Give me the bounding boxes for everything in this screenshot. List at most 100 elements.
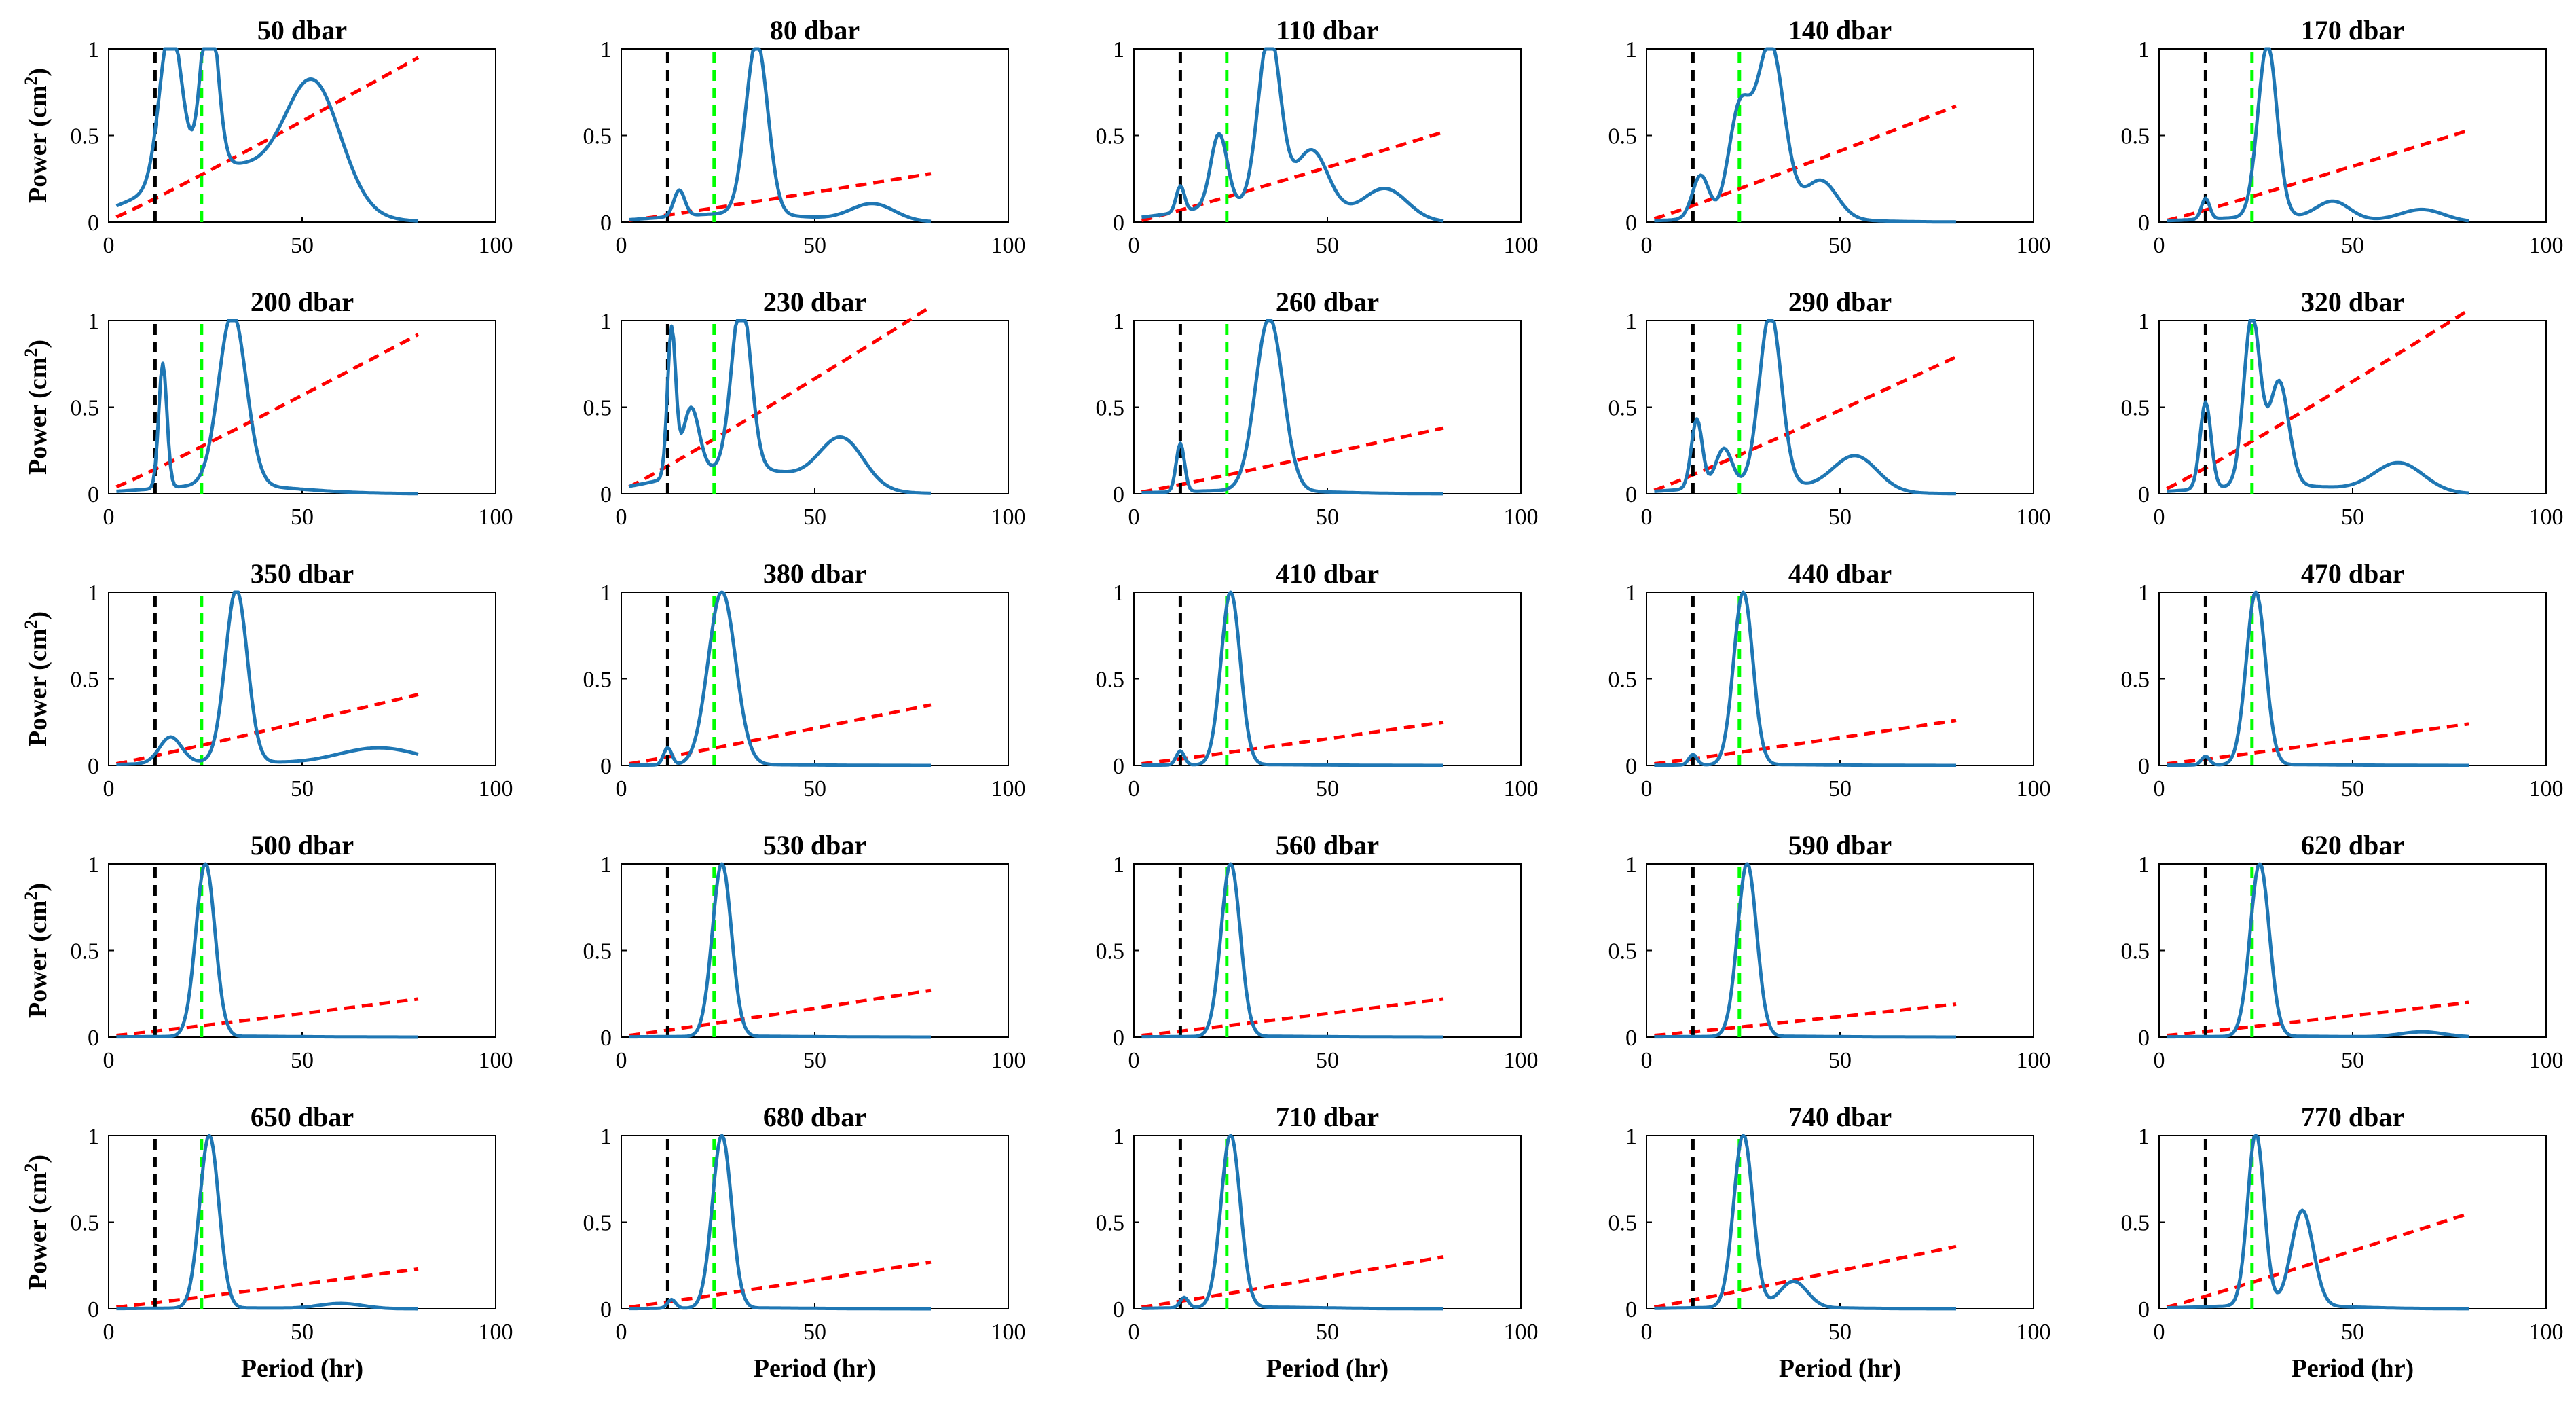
y-tick-label: 1 [1625, 1124, 1637, 1149]
significance-line [1654, 1002, 1957, 1037]
y-tick-label: 1 [1113, 1124, 1124, 1149]
x-tick-label: 50 [2341, 776, 2364, 801]
significance-line [2167, 1000, 2469, 1037]
y-tick-label: 0.5 [71, 668, 100, 693]
x-tick-label: 50 [1316, 776, 1339, 801]
x-tick-label: 50 [803, 233, 826, 258]
axes-box [1646, 1135, 2034, 1309]
y-tick-label: 1 [2138, 852, 2150, 877]
y-tick-label: 0 [2138, 482, 2150, 507]
x-tick-label: 0 [2154, 505, 2165, 530]
significance-line [1653, 355, 1957, 492]
significance-line [115, 333, 420, 489]
y-tick-label: 0.5 [1096, 396, 1125, 421]
panel-title: 200 dbar [251, 287, 354, 317]
x-tick-label: 0 [103, 776, 115, 801]
y-axis-label: Power (cm2) [21, 340, 52, 475]
y-tick-label: 0 [1113, 754, 1124, 779]
y-tick-label: 0.5 [2121, 1211, 2150, 1236]
y-tick-label: 1 [1625, 37, 1637, 62]
significance-line [115, 693, 419, 765]
panel-560-dbar: 0 50 100 0 0.5 1 560 dbar [1096, 830, 1539, 1073]
y-tick-label: 0.5 [1608, 124, 1638, 149]
y-tick-label: 0.5 [583, 668, 612, 693]
y-tick-label: 0.5 [583, 124, 612, 149]
power-spectrum-curve [2167, 319, 2469, 495]
x-tick-label: 100 [2017, 233, 2051, 258]
panel-710-dbar: 0 50 100 0 0.5 1 710 dbar Period (hr) [1096, 1102, 1539, 1383]
y-tick-label: 0 [2138, 1297, 2150, 1322]
x-tick-label: 50 [2341, 233, 2364, 258]
y-tick-label: 0 [88, 1026, 99, 1051]
power-spectrum-curve [1654, 862, 1956, 1039]
significance-line [116, 1267, 419, 1309]
x-tick-label: 0 [103, 505, 115, 530]
axes-box [1133, 48, 1522, 223]
significance-line [1141, 1255, 1444, 1309]
x-tick-label: 50 [1316, 1320, 1339, 1345]
x-tick-label: 50 [2341, 1320, 2364, 1345]
panel-title: 50 dbar [257, 15, 347, 46]
y-tick-label: 0.5 [1096, 939, 1125, 964]
y-tick-label: 1 [600, 581, 612, 606]
x-tick-label: 0 [103, 1048, 115, 1073]
x-tick-label: 100 [1504, 1320, 1539, 1345]
y-tick-label: 0 [88, 754, 99, 779]
x-tick-label: 50 [1316, 233, 1339, 258]
significance-line [1654, 719, 1957, 765]
power-spectrum-curve [116, 319, 419, 496]
panel-title: 170 dbar [2301, 15, 2404, 46]
panel-title: 140 dbar [1788, 15, 1892, 46]
significance-line [115, 56, 420, 219]
x-tick-label: 100 [479, 505, 513, 530]
power-spectrum-curve [1141, 1134, 1444, 1311]
x-tick-label: 0 [1641, 1048, 1653, 1073]
axes-box [1646, 863, 2034, 1038]
x-tick-label: 0 [1641, 505, 1653, 530]
x-tick-label: 50 [803, 1320, 826, 1345]
x-tick-label: 0 [616, 233, 627, 258]
x-axis-label: Period (hr) [2292, 1354, 2414, 1383]
panel-620-dbar: 0 50 100 0 0.5 1 620 dbar [2121, 830, 2564, 1073]
panel-title: 680 dbar [763, 1102, 866, 1132]
panel-440-dbar: 0 50 100 0 0.5 1 440 dbar [1608, 558, 2051, 801]
y-tick-label: 0 [1625, 482, 1637, 507]
x-tick-label: 50 [803, 505, 826, 530]
y-axis-label: Power (cm2) [21, 1155, 52, 1290]
panel-650-dbar: 0 50 100 0 0.5 1 650 dbar Power (cm2) Period (hr… [21, 1102, 513, 1383]
x-tick-label: 0 [1128, 1048, 1140, 1073]
y-tick-label: 0.5 [71, 939, 100, 964]
x-tick-label: 100 [2017, 1320, 2051, 1345]
panel-290-dbar: 0 50 100 0 0.5 1 290 dbar [1608, 287, 2051, 530]
x-axis-label: Period (hr) [1266, 1354, 1388, 1383]
x-tick-label: 50 [1828, 233, 1852, 258]
x-tick-label: 0 [1641, 776, 1653, 801]
x-tick-label: 50 [803, 1048, 826, 1073]
panel-title: 710 dbar [1276, 1102, 1379, 1132]
power-spectrum-curve [2167, 590, 2469, 767]
y-tick-label: 0 [88, 1297, 99, 1322]
panel-740-dbar: 0 50 100 0 0.5 1 740 dbar Period (hr) [1608, 1102, 2051, 1383]
y-axis-label: Power (cm2) [21, 883, 52, 1018]
y-tick-label: 0.5 [1096, 668, 1125, 693]
y-tick-label: 1 [2138, 309, 2150, 334]
y-tick-label: 1 [600, 852, 612, 877]
x-tick-label: 0 [1641, 233, 1653, 258]
y-tick-label: 0.5 [71, 124, 100, 149]
panel-title: 440 dbar [1788, 558, 1892, 589]
y-tick-label: 1 [88, 37, 99, 62]
y-tick-label: 0 [1625, 754, 1637, 779]
axes-box [1133, 863, 1522, 1038]
panel-title: 590 dbar [1788, 830, 1892, 861]
significance-line [629, 172, 932, 222]
x-tick-label: 50 [1828, 1320, 1852, 1345]
x-tick-label: 50 [2341, 1048, 2364, 1073]
x-tick-label: 100 [1504, 505, 1539, 530]
y-tick-label: 0.5 [71, 396, 100, 421]
x-tick-label: 100 [2017, 776, 2051, 801]
x-tick-label: 0 [103, 233, 115, 258]
y-tick-label: 0 [1625, 211, 1637, 236]
x-tick-label: 100 [1504, 776, 1539, 801]
x-tick-label: 0 [1128, 233, 1140, 258]
panel-470-dbar: 0 50 100 0 0.5 1 470 dbar [2121, 558, 2564, 801]
